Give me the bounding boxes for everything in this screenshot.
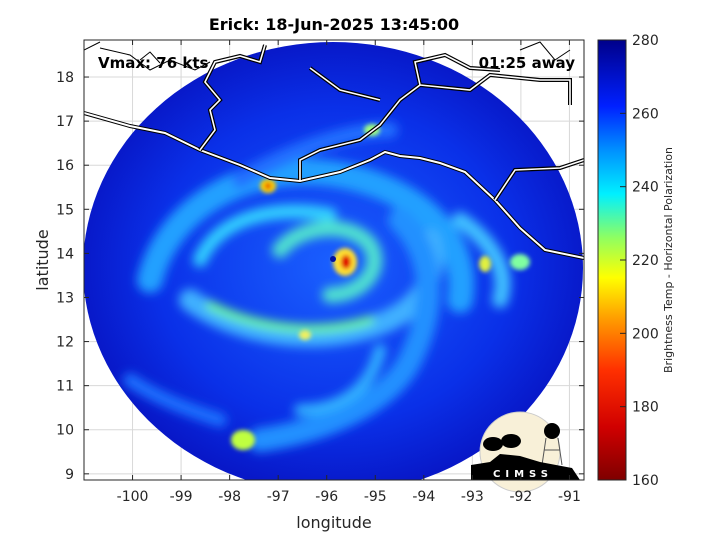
- colorbar-tick-label: 240: [632, 180, 659, 196]
- x-tick-label: -94: [412, 489, 435, 505]
- y-tick-label: 9: [65, 467, 74, 483]
- x-tick-label: -100: [117, 489, 149, 505]
- y-tick-label: 18: [56, 70, 74, 86]
- y-tick-label: 14: [56, 246, 74, 262]
- y-tick-label: 11: [56, 379, 74, 395]
- y-tick-label: 15: [56, 202, 74, 218]
- satellite-swath: [84, 42, 583, 480]
- colorbar-ticks: 160 180 200 220 240 260 280: [620, 33, 659, 489]
- x-tick-label: -96: [315, 489, 338, 505]
- colorbar-tick-label: 200: [632, 326, 659, 342]
- colorbar-tick-label: 280: [632, 33, 659, 49]
- colorbar-tick-label: 260: [632, 106, 659, 122]
- x-axis-label: longitude: [296, 513, 371, 532]
- x-tick-label: -92: [509, 489, 532, 505]
- y-axis-label: latitude: [33, 229, 52, 290]
- x-tick-label: -91: [558, 489, 581, 505]
- colorbar-tick-label: 180: [632, 400, 659, 416]
- x-tick-label: -95: [364, 489, 387, 505]
- colorbar-tick-label: 160: [632, 473, 659, 489]
- y-tick-label: 10: [56, 423, 74, 439]
- vmax-annotation: Vmax: 76 kts: [98, 54, 208, 72]
- x-tick-label: -93: [461, 489, 484, 505]
- x-tick-label: -99: [170, 489, 193, 505]
- y-tick-label: 12: [56, 335, 74, 351]
- colorbar-label: Brightness Temp - Horizontal Polarizatio…: [662, 147, 675, 373]
- y-tick-label: 13: [56, 290, 74, 306]
- y-tick-label: 16: [56, 158, 74, 174]
- cimss-logo: CIMSS: [471, 411, 580, 493]
- time-away-annotation: 01:25 away: [479, 54, 576, 72]
- coastlines: [84, 41, 584, 260]
- y-tick-label: 17: [56, 114, 74, 130]
- plot-frame: [83, 39, 585, 481]
- logo-text: CIMSS: [493, 469, 553, 480]
- x-tick-label: -97: [267, 489, 290, 505]
- x-tick-label: -98: [218, 489, 241, 505]
- colorbar-tick-label: 220: [632, 253, 659, 269]
- plot-title: Erick: 18-Jun-2025 13:45:00: [209, 15, 459, 34]
- axis-ticks: -100 -99 -98 -97 -96 -95 -94 -93 -92 -91 9 10 11 12 13…: [56, 40, 584, 505]
